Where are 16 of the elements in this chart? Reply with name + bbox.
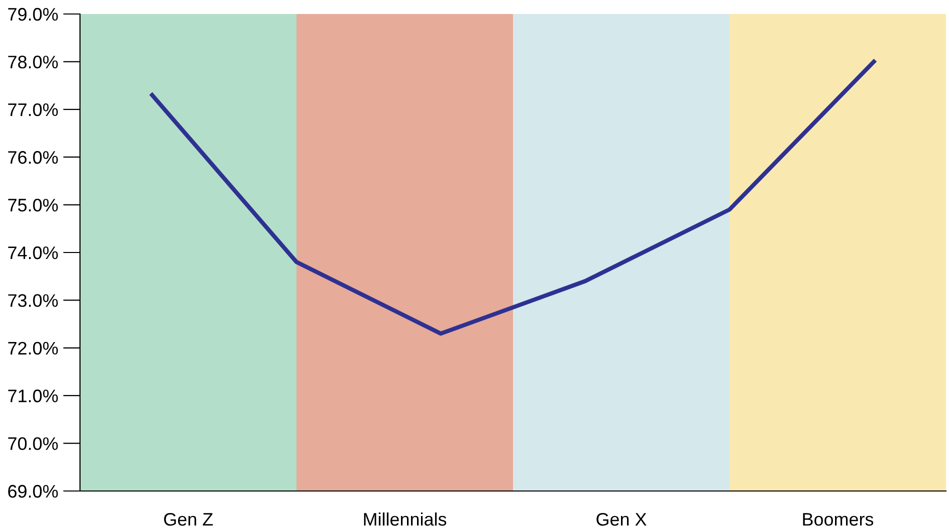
y-tick-label: 72.0% [8, 342, 58, 355]
text: Boomers [803, 513, 874, 526]
y-tick-label: 74.0% [8, 246, 58, 260]
y-tick-label: 71.0% [8, 390, 58, 402]
y-tick-label: 69.0% [8, 484, 58, 498]
text: Gen X [596, 512, 646, 526]
text: Millennials [364, 512, 446, 526]
text: Gen Z [164, 512, 213, 526]
y-tick-label: 77.0% [8, 103, 58, 116]
y-tick-label: 70.0% [8, 437, 58, 450]
y-tick-label: 79.0% [8, 8, 58, 21]
y-tick-label: 75.0% [8, 198, 58, 212]
y-tick-label: 73.0% [8, 294, 58, 307]
y-tick-label: 78.0% [8, 56, 58, 68]
y-tick-label: 76.0% [8, 151, 58, 164]
line-series [150, 60, 876, 336]
